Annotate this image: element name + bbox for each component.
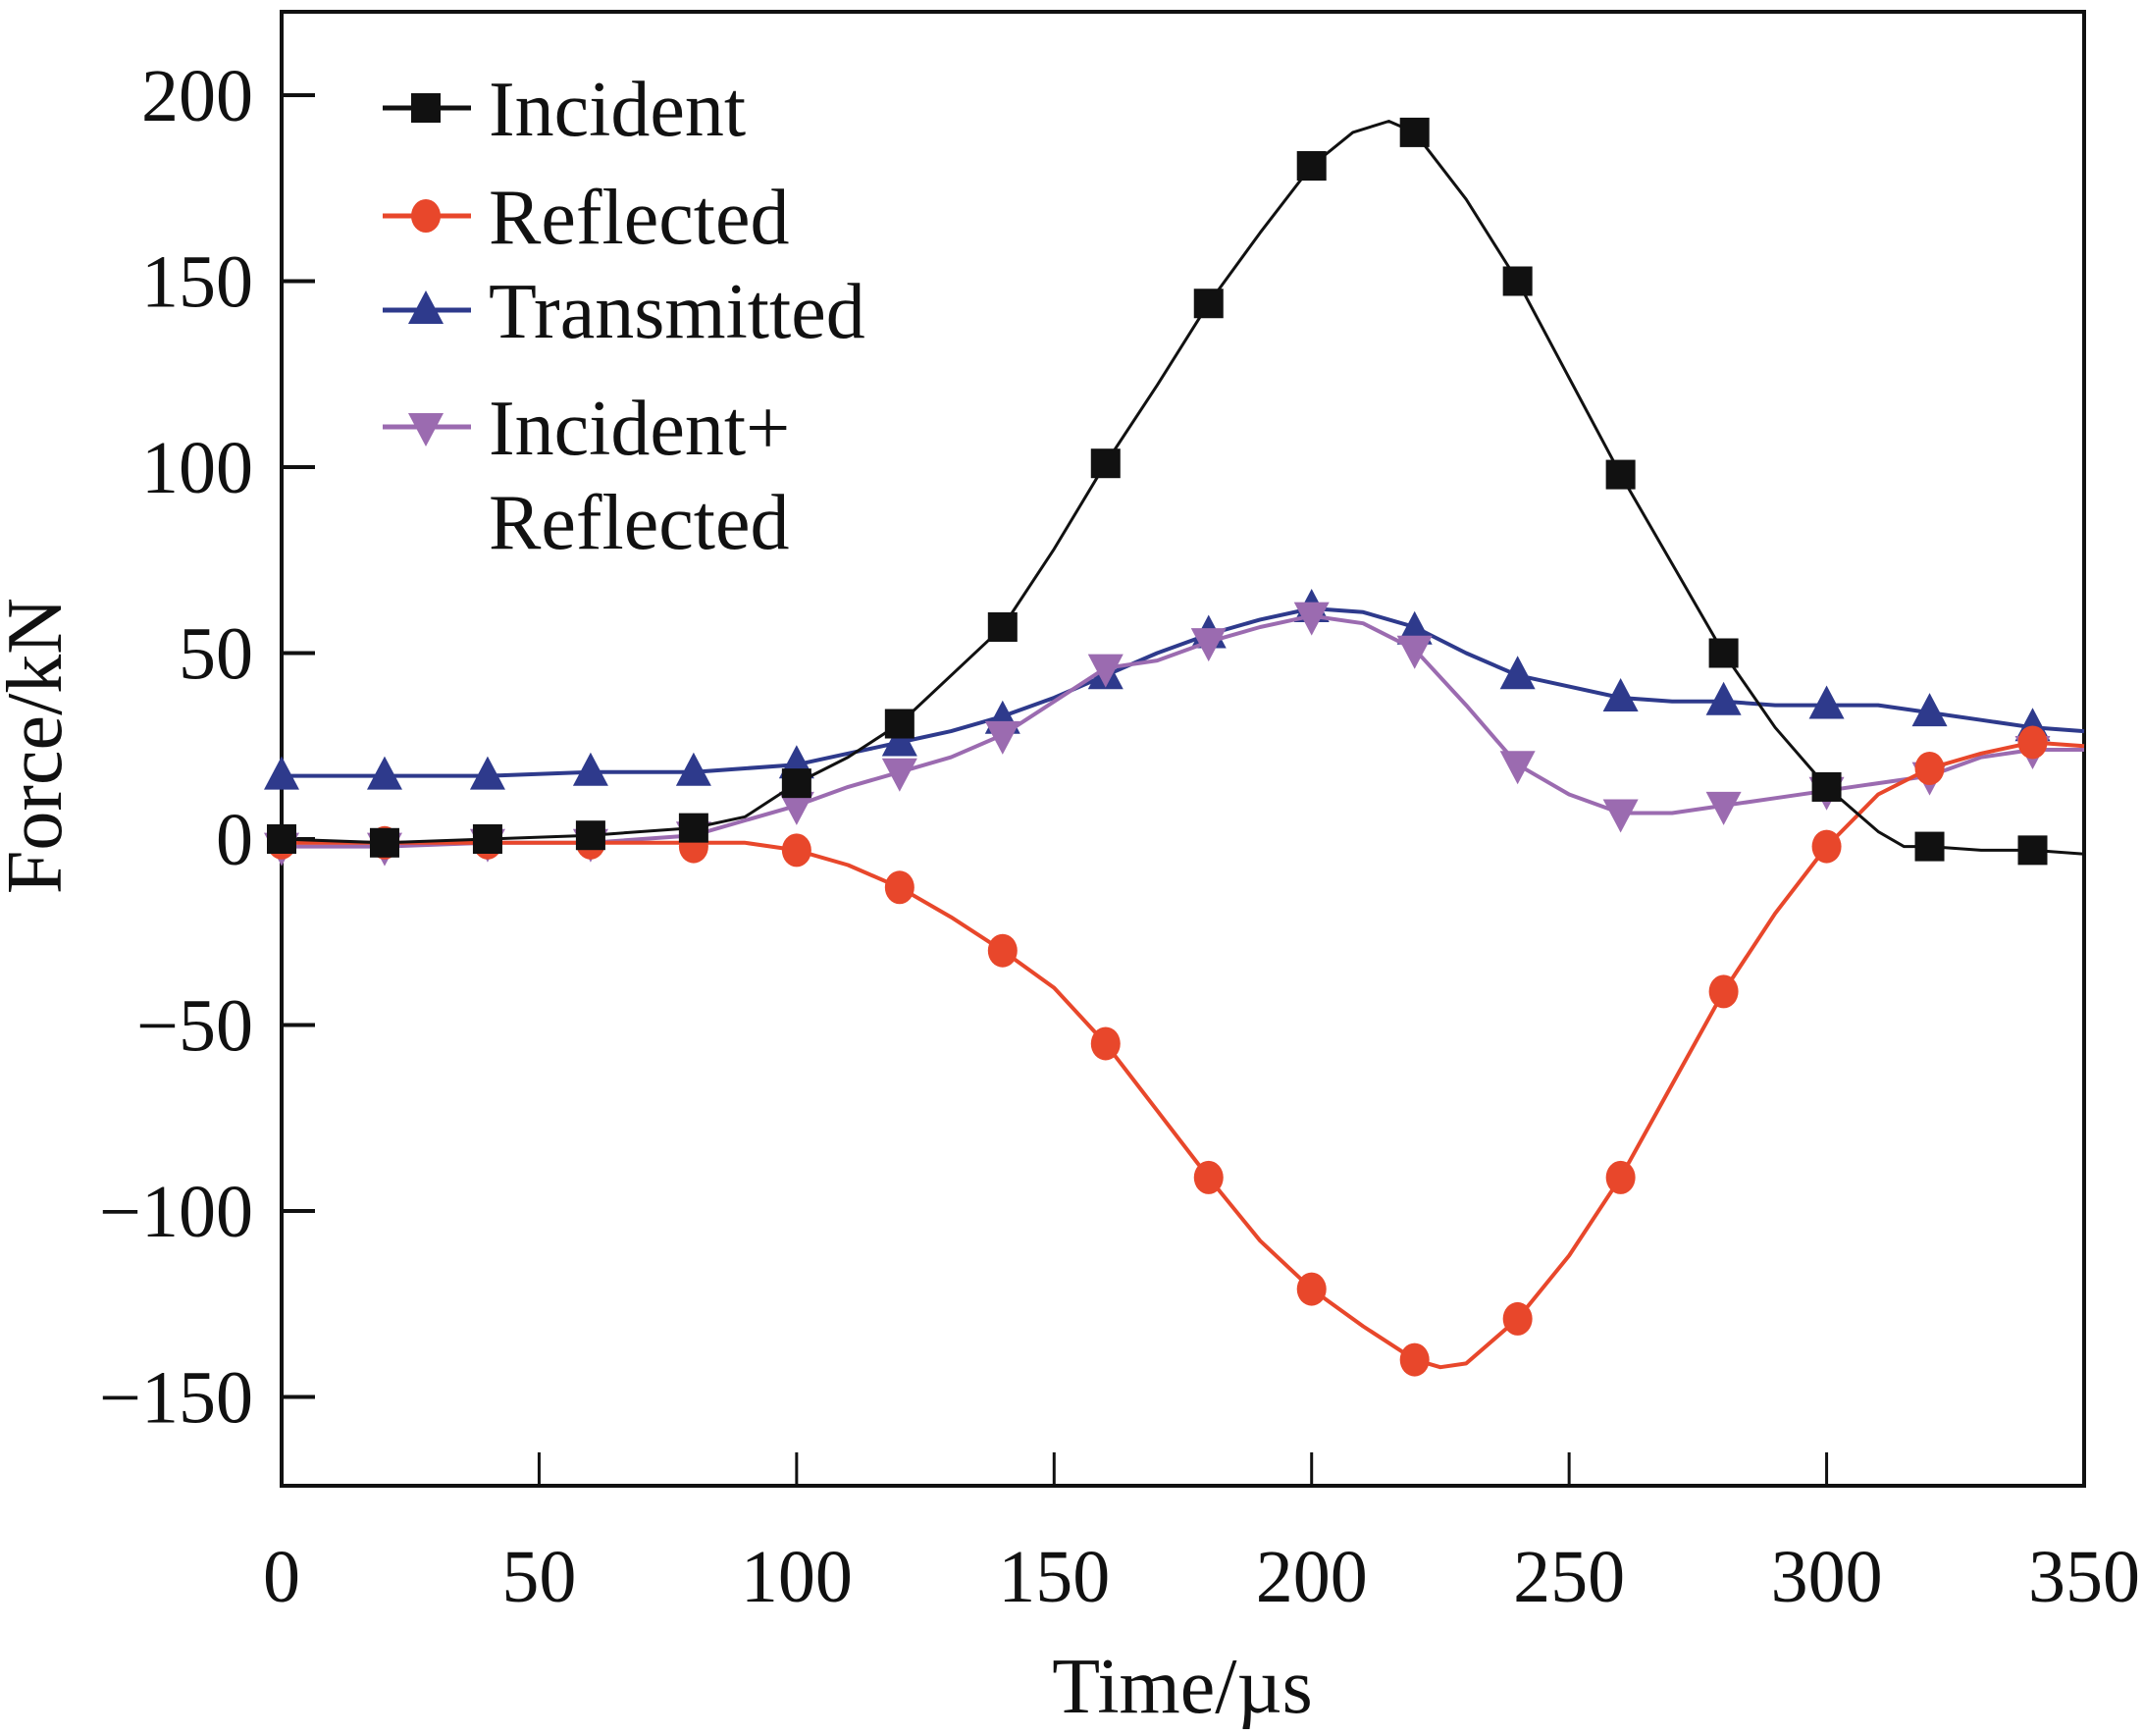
data-point-transmitted: [1911, 693, 1948, 727]
data-point-transmitted: [675, 752, 711, 786]
x-axis-title: Time/µs: [1052, 1644, 1312, 1730]
data-point-incident: [575, 820, 605, 851]
data-point-incident-reflected: [1087, 654, 1124, 688]
series-reflected: [267, 725, 2085, 1377]
data-point-incident: [781, 768, 811, 799]
y-axis-title: Force/kN: [0, 598, 78, 894]
data-point-incident: [1914, 831, 1945, 862]
data-point-reflected: [884, 870, 915, 905]
legend-label: Reflected: [489, 480, 789, 566]
data-point-incident-reflected: [1602, 799, 1639, 833]
data-point-reflected: [1914, 751, 1945, 785]
y-tick-label: 100: [141, 427, 253, 509]
x-tick-label: 150: [998, 1536, 1110, 1618]
series-incident: [267, 117, 2085, 866]
data-point-reflected: [1708, 974, 1739, 1009]
data-point-reflected: [1605, 1160, 1636, 1194]
data-point-reflected: [781, 833, 811, 868]
data-point-incident-reflected: [984, 720, 1020, 755]
series-transmitted: [264, 589, 2085, 790]
data-point-transmitted: [1705, 681, 1742, 715]
data-point-transmitted: [881, 722, 917, 757]
y-tick-label: −50: [136, 985, 253, 1068]
data-point-transmitted: [572, 752, 608, 786]
x-axis-ticks: 0 50 100 150 200 250 300 350: [263, 1452, 2140, 1618]
legend-label: Reflected: [489, 175, 789, 261]
data-point-transmitted: [1602, 677, 1639, 711]
data-point-reflected: [1090, 1026, 1121, 1061]
legend-item-transmitted: Transmitted: [383, 269, 865, 355]
legend-marker: [411, 199, 441, 233]
series-line-incident: [281, 120, 2085, 856]
data-point-incident-reflected: [1396, 635, 1433, 669]
y-tick-label: 50: [179, 613, 253, 696]
data-point-incident: [1090, 448, 1121, 479]
data-point-incident: [1296, 151, 1327, 182]
x-tick-label: 300: [1771, 1536, 1883, 1618]
data-point-incident: [1811, 771, 1842, 802]
data-point-reflected: [1193, 1160, 1224, 1194]
data-point-incident: [987, 611, 1018, 642]
x-tick-label: 250: [1513, 1536, 1625, 1618]
legend-item-incident-reflected: Incident+Reflected: [383, 386, 790, 566]
x-tick-label: 350: [2028, 1536, 2140, 1618]
y-tick-label: 0: [216, 799, 253, 881]
series-line-transmitted: [282, 606, 2085, 778]
legend-item-reflected: Reflected: [383, 175, 789, 261]
data-point-incident: [472, 824, 502, 854]
legend-marker: [411, 93, 441, 123]
data-point-incident: [1502, 266, 1533, 296]
data-point-incident: [1193, 289, 1224, 319]
data-point-incident: [267, 824, 296, 854]
y-tick-label: −150: [99, 1357, 253, 1440]
data-point-incident-reflected: [1499, 751, 1536, 785]
data-point-incident: [1708, 638, 1739, 668]
data-point-incident: [369, 827, 399, 858]
y-tick-label: 150: [141, 241, 253, 324]
data-point-incident-reflected: [778, 791, 814, 825]
data-point-incident: [1605, 459, 1636, 490]
legend-label: Incident: [489, 67, 746, 153]
series-line-incident-reflected: [282, 613, 2084, 849]
data-point-incident: [1399, 117, 1430, 147]
data-point-transmitted: [1808, 685, 1845, 719]
legend-marker: [408, 413, 444, 447]
data-point-incident-reflected: [1293, 602, 1330, 636]
data-point-incident-reflected: [881, 758, 917, 792]
x-tick-label: 100: [741, 1536, 853, 1618]
data-point-reflected: [1502, 1301, 1533, 1336]
data-point-incident-reflected: [1705, 791, 1742, 825]
series-incident-reflected: [264, 602, 2084, 867]
y-axis-ticks: 200 150 100 50 0 −50 −100 −150: [99, 55, 315, 1440]
legend-label: Transmitted: [489, 269, 865, 355]
y-tick-label: −100: [99, 1171, 253, 1253]
data-point-transmitted: [469, 756, 505, 790]
legend-item-incident: Incident: [383, 67, 746, 153]
data-point-reflected: [1296, 1272, 1327, 1306]
data-point-incident: [884, 709, 915, 739]
data-point-reflected: [2017, 725, 2048, 760]
data-point-reflected: [1399, 1342, 1430, 1377]
x-tick-label: 200: [1256, 1536, 1368, 1618]
x-tick-label: 0: [263, 1536, 300, 1618]
series-layer: [264, 117, 2085, 1377]
legend: IncidentReflectedTransmittedIncident+Ref…: [383, 67, 865, 566]
data-point-incident-reflected: [1190, 628, 1227, 662]
legend-marker: [408, 290, 444, 324]
y-tick-label: 200: [141, 55, 253, 137]
data-point-reflected: [1811, 829, 1842, 864]
data-point-incident: [2017, 835, 2048, 866]
x-tick-label: 50: [501, 1536, 576, 1618]
data-point-incident: [678, 813, 708, 843]
data-point-reflected: [987, 933, 1018, 968]
legend-label: Incident+: [489, 386, 790, 472]
data-point-transmitted: [1499, 656, 1536, 690]
data-point-transmitted: [366, 756, 402, 790]
data-point-transmitted: [264, 756, 299, 790]
